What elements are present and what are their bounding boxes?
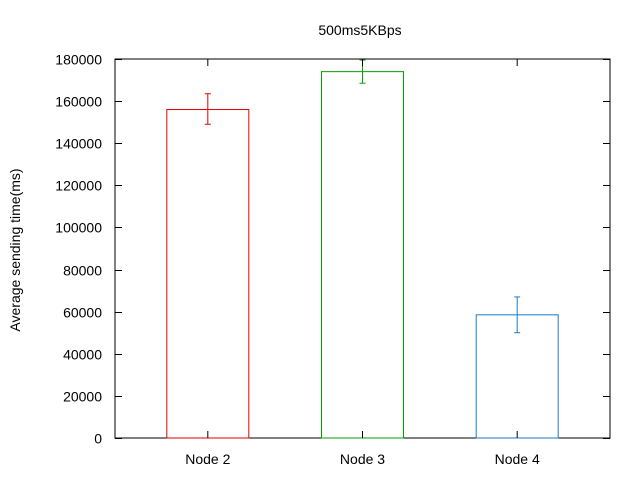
bar xyxy=(475,314,559,439)
y-tick-label: 160000 xyxy=(55,94,102,110)
y-tick-label: 80000 xyxy=(63,263,102,279)
x-tick-label: Node 2 xyxy=(185,451,230,467)
x-tick-label: Node 4 xyxy=(495,451,540,467)
bar xyxy=(321,71,404,439)
y-tick-label: 140000 xyxy=(55,136,102,152)
y-tick-label: 40000 xyxy=(63,347,102,363)
y-axis-label: Average sending time(ms) xyxy=(7,168,23,331)
x-tick-label: Node 3 xyxy=(340,451,385,467)
y-tick-label: 20000 xyxy=(63,389,102,405)
plot-frame xyxy=(114,58,611,439)
y-tick-label: 60000 xyxy=(63,305,102,321)
y-tick-label: 120000 xyxy=(55,178,102,194)
y-tick-label: 0 xyxy=(94,431,102,447)
plot-area: 0 20000 40000 60000 80000 100000 120000 140000 1… xyxy=(55,52,611,467)
bar xyxy=(166,109,250,439)
chart-title: 500ms5KBps xyxy=(318,22,401,38)
y-tick-label: 100000 xyxy=(55,220,102,236)
y-tick-label: 180000 xyxy=(55,52,102,68)
